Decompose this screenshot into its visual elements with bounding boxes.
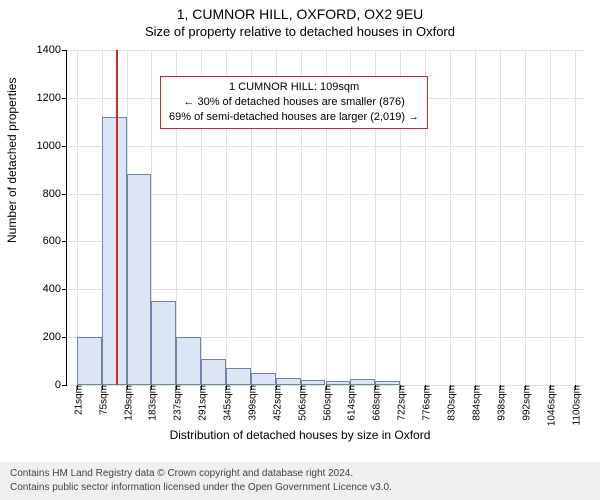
y-tick-label: 200 — [43, 331, 67, 343]
y-tick-label: 1400 — [37, 44, 67, 56]
histogram-bar — [251, 373, 276, 385]
x-tick-label: 1046sqm — [542, 385, 557, 426]
histogram-bar — [276, 378, 301, 385]
histogram-bar — [127, 174, 152, 385]
x-tick-label: 237sqm — [169, 385, 184, 421]
histogram-bar — [301, 380, 326, 385]
annotation-line: 1 CUMNOR HILL: 109sqm — [169, 80, 419, 95]
x-axis-title: Distribution of detached houses by size … — [0, 428, 600, 442]
gridline-v — [450, 50, 451, 385]
x-tick-label: 938sqm — [492, 385, 507, 421]
y-tick-label: 800 — [43, 188, 67, 200]
histogram-bar — [176, 337, 201, 385]
x-tick-label: 183sqm — [144, 385, 159, 421]
histogram-bar — [226, 368, 251, 385]
histogram-bar — [151, 301, 176, 385]
y-axis-title: Number of detached properties — [5, 78, 19, 243]
x-tick-label: 884sqm — [468, 385, 483, 421]
histogram-bar — [102, 117, 127, 385]
chart-wrap: Number of detached properties 0200400600… — [0, 42, 600, 444]
gridline-v — [550, 50, 551, 385]
x-tick-label: 345sqm — [219, 385, 234, 421]
x-tick-label: 614sqm — [343, 385, 358, 421]
gridline-v — [77, 50, 78, 385]
x-tick-label: 399sqm — [244, 385, 259, 421]
x-tick-label: 776sqm — [418, 385, 433, 421]
title-sub: Size of property relative to detached ho… — [0, 24, 600, 39]
histogram-bar — [326, 381, 351, 385]
gridline-v — [475, 50, 476, 385]
x-tick-label: 129sqm — [119, 385, 134, 421]
y-tick-label: 600 — [43, 235, 67, 247]
gridline-v — [525, 50, 526, 385]
title-main: 1, CUMNOR HILL, OXFORD, OX2 9EU — [0, 6, 600, 22]
histogram-bar — [350, 379, 375, 385]
x-tick-label: 75sqm — [94, 385, 109, 415]
annotation-line: 69% of semi-detached houses are larger (… — [169, 110, 419, 125]
annotation-line: ← 30% of detached houses are smaller (87… — [169, 95, 419, 110]
y-tick-label: 0 — [55, 379, 67, 391]
footer: Contains HM Land Registry data © Crown c… — [0, 462, 600, 500]
x-tick-label: 992sqm — [517, 385, 532, 421]
annotation-box: 1 CUMNOR HILL: 109sqm← 30% of detached h… — [160, 76, 428, 129]
histogram-bar — [201, 359, 226, 385]
footer-line-2: Contains public sector information licen… — [10, 481, 590, 495]
y-tick-label: 1000 — [37, 140, 67, 152]
y-tick-label: 400 — [43, 283, 67, 295]
gridline-v — [575, 50, 576, 385]
x-tick-label: 560sqm — [318, 385, 333, 421]
x-tick-label: 668sqm — [368, 385, 383, 421]
property-marker-line — [116, 50, 118, 385]
x-tick-label: 21sqm — [69, 385, 84, 415]
x-tick-label: 452sqm — [268, 385, 283, 421]
x-tick-label: 722sqm — [393, 385, 408, 421]
footer-line-1: Contains HM Land Registry data © Crown c… — [10, 467, 590, 481]
gridline-v — [500, 50, 501, 385]
x-tick-label: 291sqm — [194, 385, 209, 421]
x-tick-label: 1100sqm — [567, 385, 582, 425]
histogram-bar — [77, 337, 102, 385]
histogram-bar — [375, 381, 400, 385]
y-tick-label: 1200 — [37, 92, 67, 104]
x-tick-label: 830sqm — [443, 385, 458, 421]
plot-area: 020040060080010001200140021sqm75sqm129sq… — [66, 50, 584, 386]
title-block: 1, CUMNOR HILL, OXFORD, OX2 9EU Size of … — [0, 0, 600, 39]
x-tick-label: 506sqm — [293, 385, 308, 421]
